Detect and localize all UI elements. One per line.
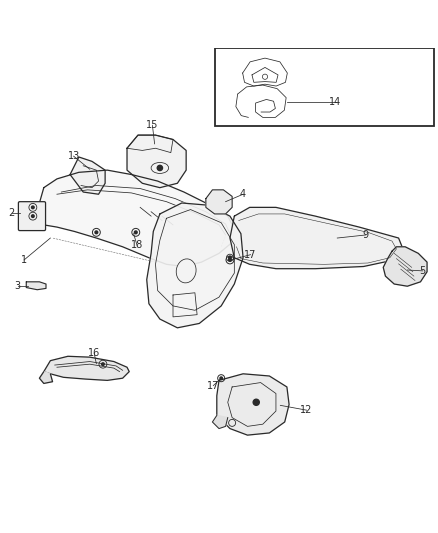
- Circle shape: [102, 363, 104, 366]
- Polygon shape: [127, 135, 186, 188]
- Circle shape: [220, 377, 223, 379]
- Text: 9: 9: [363, 230, 369, 240]
- Text: 15: 15: [146, 120, 159, 131]
- Text: 5: 5: [420, 266, 426, 276]
- Polygon shape: [39, 372, 53, 383]
- Bar: [215, 47, 434, 126]
- Text: 18: 18: [131, 240, 143, 251]
- Text: 17: 17: [244, 249, 257, 260]
- Text: 4: 4: [240, 189, 246, 199]
- Circle shape: [229, 259, 231, 261]
- Polygon shape: [206, 190, 232, 214]
- Circle shape: [253, 399, 259, 405]
- Text: 17: 17: [207, 381, 219, 391]
- Text: 14: 14: [329, 97, 342, 107]
- Circle shape: [229, 256, 231, 259]
- Circle shape: [32, 206, 34, 209]
- Text: 2: 2: [9, 208, 15, 218]
- FancyBboxPatch shape: [18, 201, 46, 231]
- Circle shape: [95, 231, 98, 233]
- Ellipse shape: [176, 259, 196, 283]
- Text: 3: 3: [14, 281, 21, 291]
- Polygon shape: [147, 203, 243, 328]
- Text: 13: 13: [67, 151, 80, 161]
- Polygon shape: [217, 374, 289, 435]
- Text: 12: 12: [300, 405, 313, 415]
- Polygon shape: [212, 415, 228, 429]
- Text: 1: 1: [21, 255, 27, 265]
- Text: 16: 16: [88, 348, 100, 358]
- Polygon shape: [70, 157, 105, 194]
- Circle shape: [134, 231, 137, 233]
- Polygon shape: [44, 356, 129, 381]
- Polygon shape: [26, 282, 46, 290]
- Polygon shape: [230, 207, 403, 269]
- Ellipse shape: [151, 163, 169, 173]
- Circle shape: [32, 215, 34, 217]
- Polygon shape: [383, 247, 427, 286]
- Circle shape: [157, 165, 162, 171]
- Polygon shape: [37, 170, 234, 266]
